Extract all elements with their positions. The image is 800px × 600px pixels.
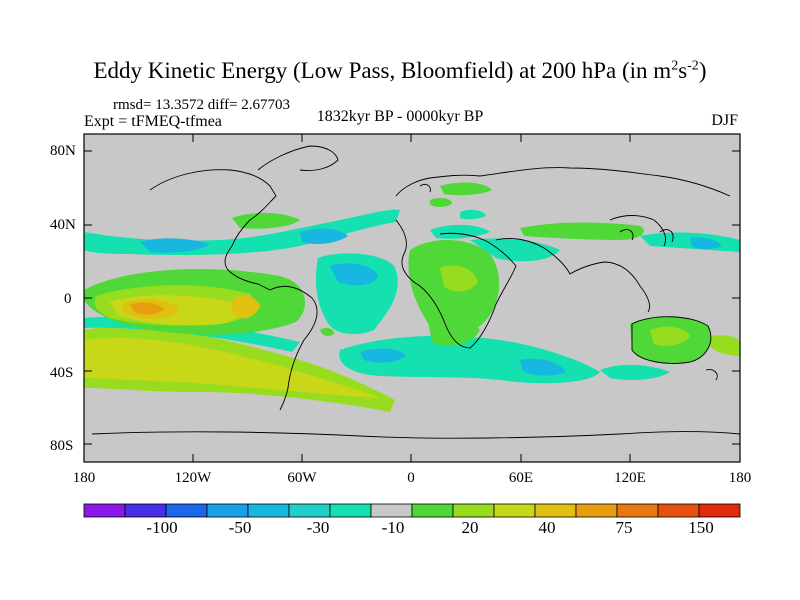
map-title: Eddy Kinetic Energy (Low Pass, Bloomfiel… (93, 58, 707, 83)
colorbar-label--50: -50 (228, 518, 252, 537)
colorbar-swatch (534, 503, 577, 518)
x-tick-120w: 120W (174, 470, 212, 486)
colorbar-swatch (411, 503, 454, 518)
axis-ticks (84, 134, 740, 462)
colorbar-swatch (124, 503, 167, 518)
colorbar-label--10: -10 (381, 518, 405, 537)
colorbar-swatch (493, 503, 536, 518)
y-tick-80s: 80S (50, 438, 74, 454)
colorbar-swatch (616, 503, 659, 518)
colorbar-swatch (288, 503, 331, 518)
x-tick-0: 0 (407, 470, 415, 486)
colorbar-swatch (452, 503, 495, 518)
colorbar-label--30: -30 (306, 518, 330, 537)
colorbar-swatch (370, 503, 413, 518)
colorbar-label--100: -100 (146, 518, 178, 537)
x-tick-120e: 120E (614, 470, 646, 486)
x-tick-60w: 60W (287, 470, 317, 486)
period-label: 1832kyr BP - 0000kyr BP (316, 108, 484, 125)
colorbar-swatch (698, 503, 741, 518)
coastlines (91, 145, 740, 439)
colorbar (83, 503, 741, 518)
colorbar-swatch (329, 503, 372, 518)
anomaly-field (84, 182, 740, 412)
colorbar-label-40: 40 (538, 518, 556, 537)
colorbar-label-20: 20 (461, 518, 479, 537)
colorbar-swatch (575, 503, 618, 518)
colorbar-swatch (83, 503, 126, 518)
y-tick-40n: 40N (50, 217, 76, 233)
colorbar-label-75: 75 (615, 518, 633, 537)
y-tick-80n: 80N (50, 143, 76, 159)
x-tick-180e: 180 (728, 470, 752, 486)
y-tick-40s: 40S (50, 365, 74, 381)
y-tick-0: 0 (64, 291, 72, 307)
colorbar-label-150: 150 (688, 518, 714, 537)
experiment-label: Expt = tFMEQ-tfmea (84, 113, 222, 130)
x-tick-60e: 60E (508, 470, 534, 486)
stats-text: rmsd= 13.3572 diff= 2.67703 (113, 97, 291, 113)
season-label: DJF (711, 112, 738, 129)
colorbar-swatch (206, 503, 249, 518)
colorbar-swatch (657, 503, 700, 518)
x-tick-180w: 180 (72, 470, 96, 486)
colorbar-swatch (247, 503, 290, 518)
colorbar-swatch (165, 503, 208, 518)
